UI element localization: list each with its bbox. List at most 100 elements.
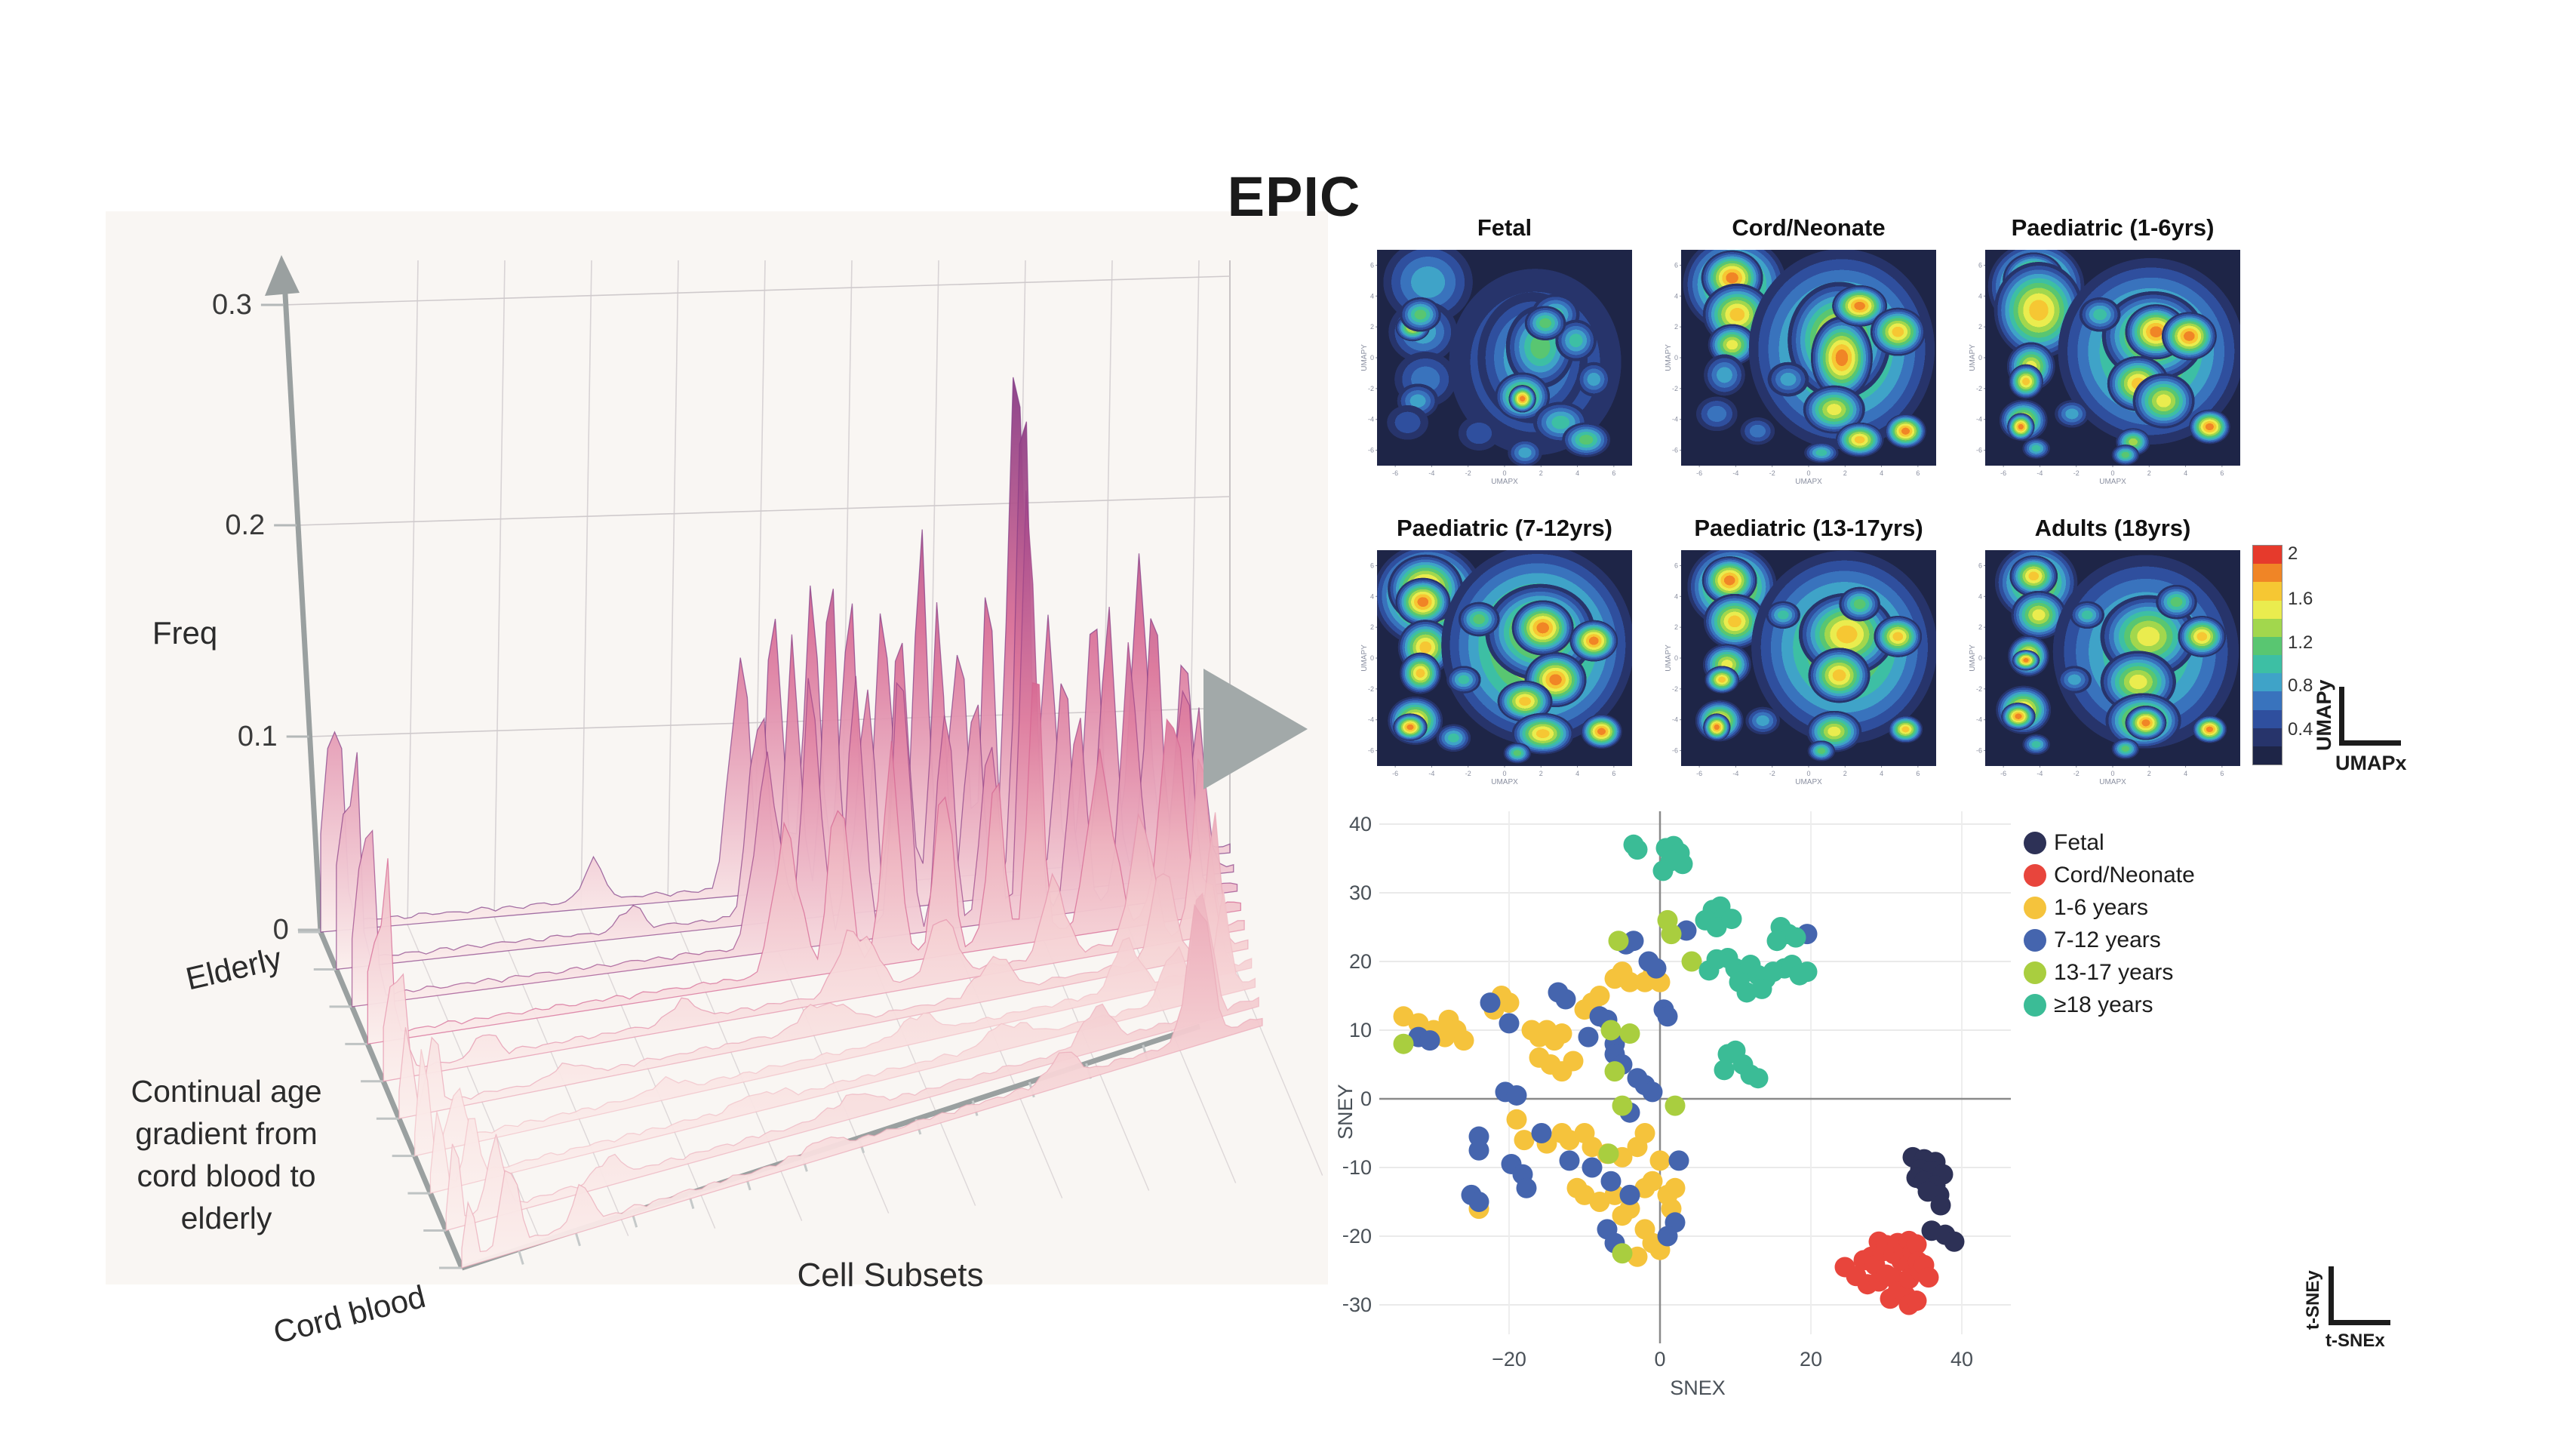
colorbar-tick-label: 1.2	[2288, 632, 2313, 653]
svg-text:UMAPX: UMAPX	[1491, 478, 1518, 485]
svg-text:0: 0	[273, 914, 289, 946]
legend-swatch-icon	[2024, 863, 2046, 887]
svg-text:-4: -4	[1976, 716, 1982, 724]
tsne-axis-glyph-hline	[2329, 1320, 2390, 1325]
svg-text:0: 0	[1502, 770, 1506, 777]
surface-plot-3d: 0.3 0.2 0.1 0	[212, 255, 1323, 1271]
legend-label: Cord/Neonate	[2054, 862, 2195, 888]
svg-text:2: 2	[1370, 323, 1374, 331]
svg-text:-6: -6	[1976, 747, 1982, 755]
svg-text:-4: -4	[1428, 770, 1434, 777]
umap-x-glyph-label: UMAPx	[2335, 752, 2407, 774]
colorbar-band	[2253, 564, 2282, 583]
legend-label: 1-6 years	[2054, 894, 2149, 920]
svg-text:30: 30	[1349, 881, 1372, 904]
colorbar-tick-label: 0.4	[2288, 719, 2313, 740]
svg-text:2: 2	[1539, 770, 1543, 777]
svg-text:0: 0	[1978, 654, 1982, 662]
umap-panel-title-paediatric-7-12: Paediatric (7-12yrs)	[1396, 515, 1613, 541]
svg-text:4: 4	[1674, 292, 1678, 300]
svg-text:4: 4	[1674, 592, 1678, 600]
svg-text:UMAPY: UMAPY	[1360, 344, 1369, 371]
svg-text:4: 4	[1880, 770, 1883, 777]
legend-swatch-icon	[2024, 993, 2046, 1017]
svg-text:2: 2	[1843, 770, 1847, 777]
svg-text:2: 2	[1843, 469, 1847, 477]
svg-text:-4: -4	[1428, 469, 1434, 477]
scatter-series-Cord/Neonate	[1834, 1230, 1939, 1315]
colorbar-band	[2253, 655, 2282, 674]
umap-density-plot-adults: 6 4 2 0 -2 -4 -6 -6 -4 -2 0 2 4 6 UMAPX UMAPY	[1969, 550, 2240, 786]
legend-label: 13-17 years	[2054, 959, 2174, 985]
svg-text:-6: -6	[1672, 447, 1678, 454]
svg-text:0: 0	[1806, 770, 1810, 777]
svg-text:-6: -6	[1368, 447, 1374, 454]
svg-text:20: 20	[1349, 950, 1372, 973]
tsne-scatter-plot: 40 30 20 10 0 −10 −20 −30 −20 0 20 40	[1343, 811, 2011, 1371]
svg-text:−10: −10	[1343, 1156, 1372, 1179]
svg-text:6: 6	[1612, 770, 1615, 777]
umap-density-plot-paediatric-13-17: 6 4 2 0 -2 -4 -6 -6 -4 -2 0 2 4 6 UMAPX UMAPY	[1665, 550, 1936, 786]
svg-text:40: 40	[1349, 813, 1372, 835]
svg-text:4: 4	[1575, 770, 1579, 777]
scatter-series-≥18 years	[1623, 834, 1818, 1089]
svg-text:-6: -6	[2000, 770, 2006, 777]
svg-text:0: 0	[1502, 469, 1506, 477]
svg-text:2: 2	[1539, 469, 1543, 477]
legend-label: ≥18 years	[2054, 992, 2153, 1017]
svg-text:2: 2	[2147, 469, 2151, 477]
colorbar-tick-label: 2	[2288, 543, 2298, 564]
svg-text:-4: -4	[1672, 416, 1678, 423]
umap-density-plot-paediatric-1-6: 6 4 2 0 -2 -4 -6 -6 -4 -2 0 2 4 6 UMAPX UMAPY	[1969, 250, 2240, 485]
legend-swatch-icon	[2024, 928, 2046, 952]
svg-text:-6: -6	[1368, 747, 1374, 755]
svg-text:20: 20	[1800, 1348, 1822, 1371]
svg-text:-6: -6	[1392, 770, 1398, 777]
svg-text:0: 0	[1360, 1088, 1372, 1110]
scatter-legend: Fetal Cord/Neonate 1-6 years 7-12 years 13-1…	[2024, 826, 2195, 1021]
scatter-series-1-6 years	[1393, 961, 1686, 1267]
svg-text:-2: -2	[1368, 385, 1374, 392]
svg-text:-6: -6	[2000, 469, 2006, 477]
svg-text:-2: -2	[2073, 469, 2080, 477]
svg-text:-2: -2	[1976, 385, 1982, 392]
svg-text:UMAPY: UMAPY	[1665, 344, 1673, 371]
svg-text:4: 4	[1370, 292, 1374, 300]
colorbar-band	[2253, 746, 2282, 765]
colorbar-tick-label: 0.8	[2288, 675, 2313, 696]
umap-density-plot-paediatric-7-12: 6 4 2 0 -2 -4 -6 -6 -4 -2 0 2 4 6 UMAPX UMAPY	[1360, 550, 1632, 786]
svg-text:UMAPX: UMAPX	[2099, 478, 2126, 485]
svg-text:UMAPY: UMAPY	[1360, 645, 1369, 672]
scatter-x-axis-label: SNEX	[1670, 1377, 1726, 1399]
svg-text:-2: -2	[1465, 770, 1471, 777]
flow-arrow-icon	[1203, 669, 1308, 789]
svg-text:-2: -2	[1672, 385, 1678, 392]
svg-text:UMAPY: UMAPY	[1665, 645, 1673, 672]
colorbar-band	[2253, 618, 2282, 637]
svg-text:-4: -4	[1732, 770, 1738, 777]
svg-text:-2: -2	[1672, 685, 1678, 693]
umap-y-glyph-label: UMAPy	[2313, 679, 2335, 751]
legend-label: 7-12 years	[2054, 927, 2161, 952]
legend-swatch-icon	[2024, 896, 2046, 919]
legend-item: 7-12 years	[2024, 924, 2195, 956]
svg-text:2: 2	[1978, 323, 1982, 331]
svg-text:40: 40	[1950, 1348, 1973, 1371]
svg-text:0: 0	[1370, 654, 1374, 662]
svg-text:-2: -2	[1465, 469, 1471, 477]
svg-text:6: 6	[1370, 561, 1374, 569]
svg-text:UMAPX: UMAPX	[1491, 778, 1518, 786]
svg-text:2: 2	[1674, 323, 1678, 331]
svg-text:-4: -4	[1672, 716, 1678, 724]
svg-text:-4: -4	[1368, 716, 1374, 724]
colorbar-band	[2253, 546, 2282, 565]
umap-axis-glyph-hline	[2339, 740, 2401, 746]
scatter-series-7-12 years	[1408, 920, 1818, 1254]
svg-text:-2: -2	[1368, 685, 1374, 693]
svg-text:0: 0	[1654, 1348, 1665, 1371]
svg-text:UMAPX: UMAPX	[1795, 778, 1822, 786]
svg-text:4: 4	[1978, 292, 1982, 300]
svg-text:0: 0	[1674, 354, 1678, 361]
surface-depth-axis-label: Continual age gradient from cord blood t…	[131, 1074, 322, 1235]
